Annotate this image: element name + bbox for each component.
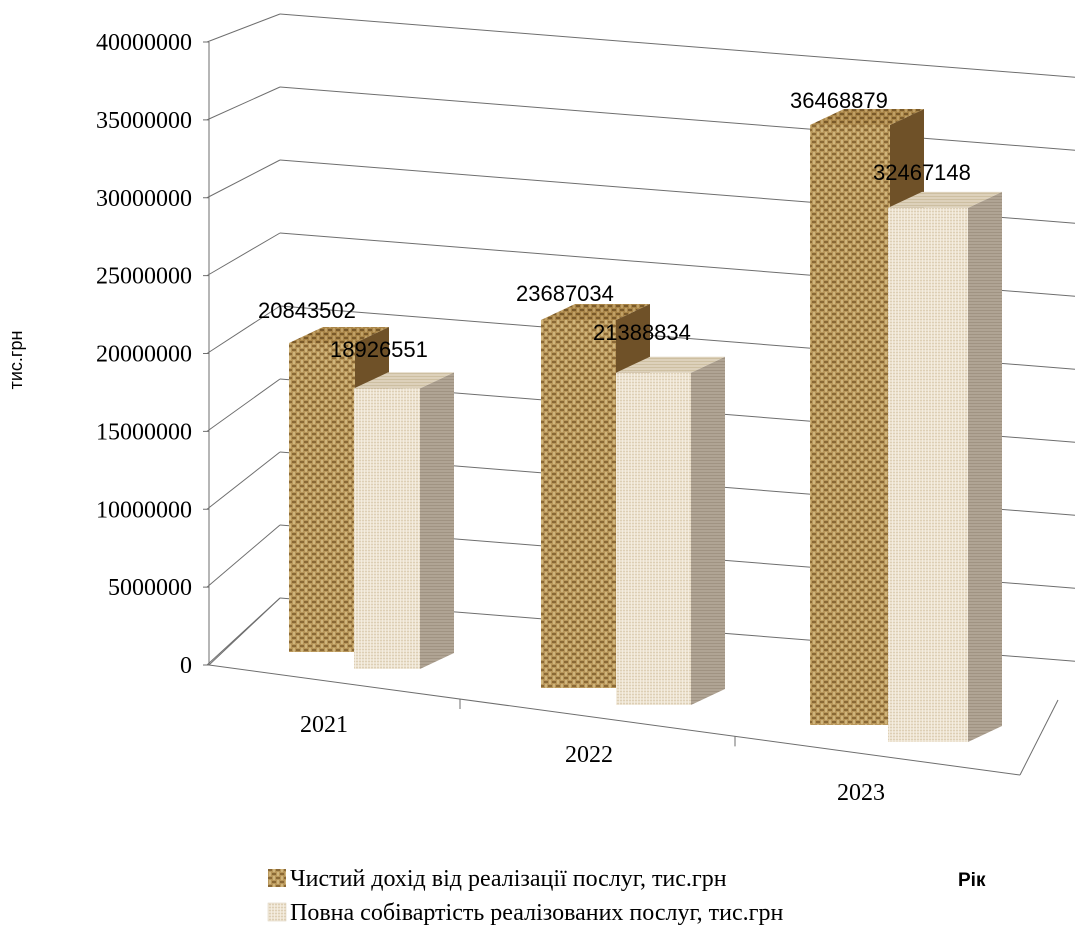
bar-front [289,343,355,652]
bar-front [541,320,616,688]
bar-side [691,356,725,705]
legend-label-revenue: Чистий дохід від реалізації послуг, тис.… [290,866,727,892]
axes [203,41,1059,776]
gridline [206,86,1075,151]
data-label: 21388834 [593,320,691,345]
bar-top [810,109,924,125]
bar [354,372,454,669]
x-axis-title: Рік [958,870,986,891]
bar-top [888,191,1002,208]
floor-edge [208,597,281,666]
legend-swatch-revenue [268,869,286,887]
y-tick-label: 0 [180,653,192,679]
bar [888,191,1002,742]
bar-top [541,304,650,320]
bar-top [354,372,454,389]
y-tick-label: 30000000 [96,186,192,212]
x-tick-label: 2022 [565,742,613,768]
data-label: 36468879 [790,88,888,113]
x-axis-line [208,664,1021,776]
y-tick-label: 10000000 [96,497,192,523]
y-tick-label: 5000000 [108,575,192,601]
bar-top [289,327,389,343]
bars [289,109,1002,742]
bar-front [354,388,420,669]
gridline [206,13,1075,78]
bar [616,356,725,705]
floor-edge [1019,699,1059,776]
y-tick-label: 35000000 [96,108,192,134]
bar-front [888,207,968,742]
y-tick-label: 40000000 [96,30,192,56]
y-axis-title: тис.грн [6,331,26,390]
y-tick-label: 15000000 [96,419,192,445]
data-label: 23687034 [516,281,614,306]
data-label: 32467148 [873,160,971,185]
y-tick-label: 20000000 [96,342,192,368]
legend-label-cost: Повна собівартість реалізованих послуг, … [290,900,783,926]
bar-front [810,125,890,725]
labels: 0 5000000 10000000 15000000 20000000 25000000… [96,30,971,806]
x-tick-label: 2021 [300,712,348,738]
bar-side [968,191,1002,742]
data-label: 18926551 [330,337,428,362]
legend: Чистий дохід від реалізації послуг, тис.… [267,866,783,926]
bar-top [616,356,725,373]
y-tick-label: 25000000 [96,264,192,290]
bar-front [616,372,691,705]
legend-swatch-cost [267,902,287,922]
x-tick-label: 2023 [837,780,885,806]
data-label: 20843502 [258,298,356,323]
bar-side [420,372,454,669]
